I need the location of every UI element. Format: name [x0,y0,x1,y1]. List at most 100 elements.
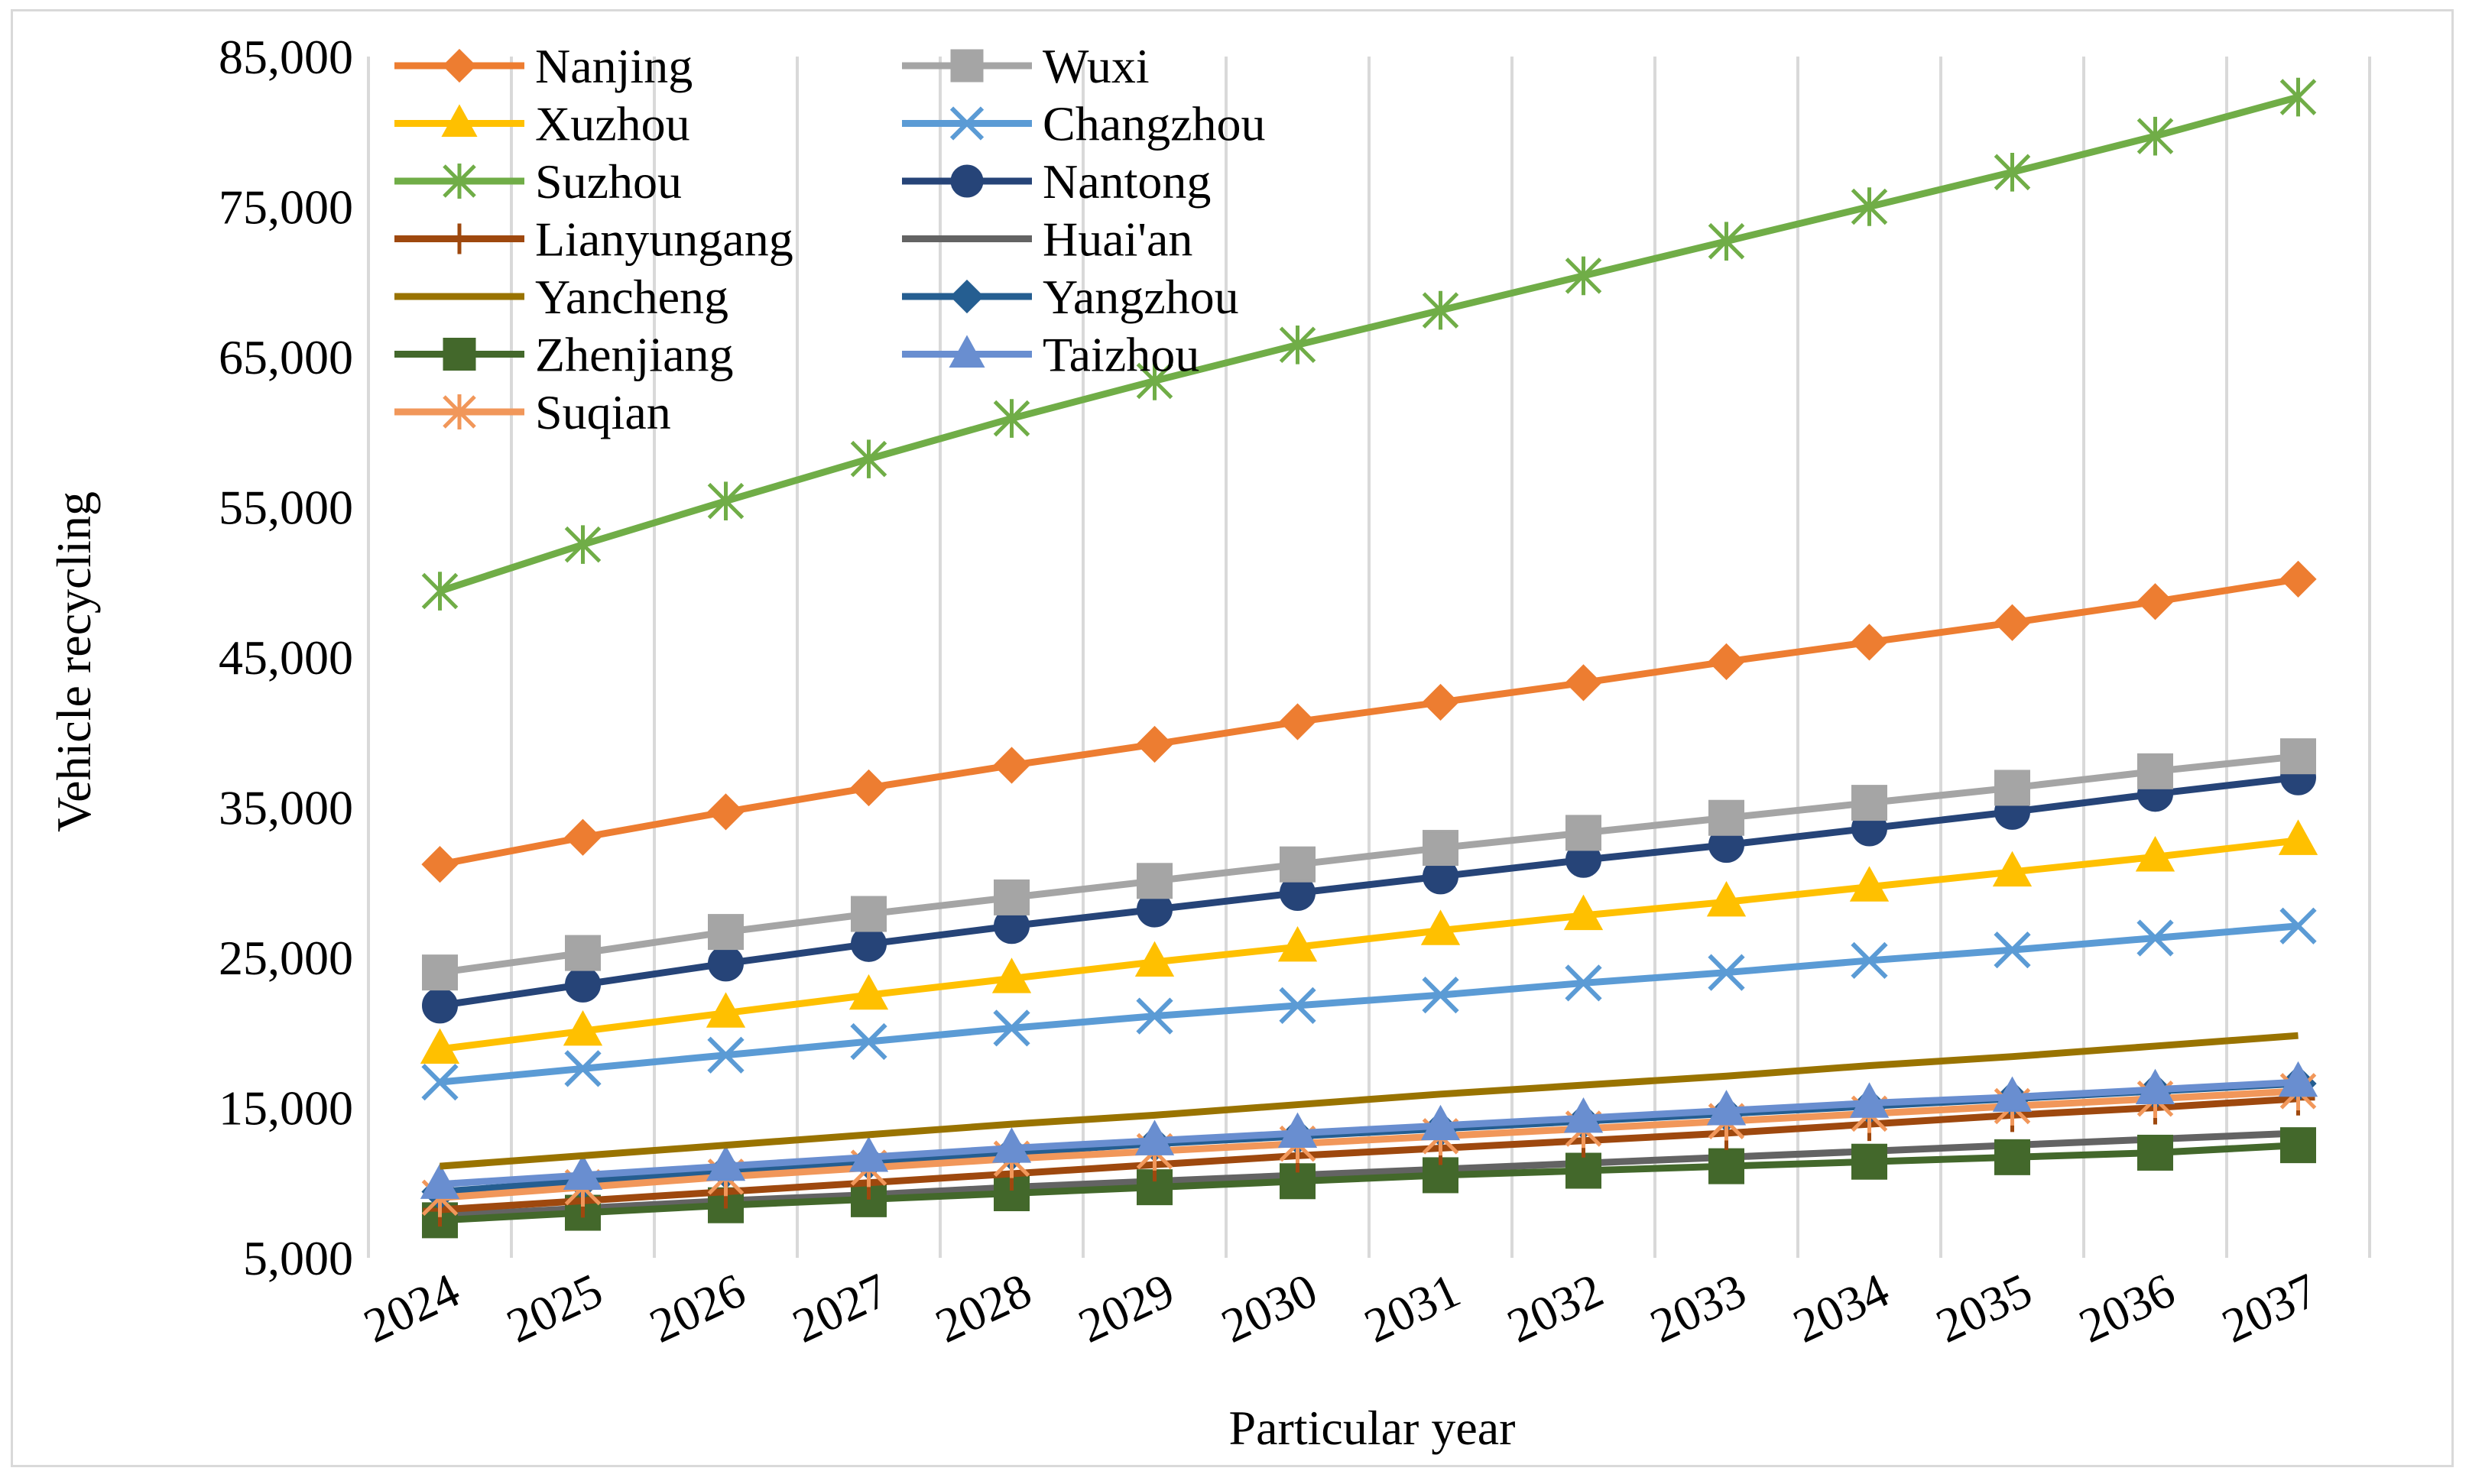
legend-label: Suzhou [535,154,682,209]
legend-label: Taizhou [1043,328,1199,382]
legend-item-nantong: Nantong [902,154,1211,209]
marker-triangle [2135,1068,2175,1105]
marker-x [993,1009,1030,1047]
marker-triangle [1420,909,1461,945]
x-tick-label: 2035 [1928,1262,2039,1353]
marker-square [1280,846,1316,883]
marker-x [1708,954,1745,991]
marker-diamond [949,279,985,314]
marker-asterisk [443,164,476,199]
legend-label: Zhenjiang [535,328,733,382]
series-line-taizhou [440,1078,2299,1188]
marker-asterisk [993,399,1030,438]
marker-asterisk [1851,187,1888,226]
marker-x-stroke [564,1050,602,1087]
legend-label: Lianyungang [535,212,793,267]
marker-square [1851,1143,1887,1180]
marker-x [1279,987,1316,1025]
marker-asterisk [443,394,476,429]
marker-triangle [1277,1112,1318,1149]
marker-asterisk [2279,77,2317,117]
marker-square [1565,1152,1601,1189]
marker-triangle [1706,880,1747,917]
x-tick-label: 2036 [2071,1262,2182,1353]
marker-x-stroke [707,1036,745,1074]
chart-frame [11,9,2454,1467]
legend-label: Wuxi [1043,39,1150,93]
marker-asterisk [707,481,745,520]
marker-asterisk [1565,256,1602,296]
marker-triangle [848,1136,889,1172]
marker-x [1422,977,1459,1014]
marker-diamond [1994,604,2031,641]
marker-triangle [1992,851,2033,887]
marker-square [950,49,984,83]
legend-item-suqian: Suqian [394,385,671,439]
marker-x [1565,964,1602,1002]
marker-triangle [848,974,889,1010]
series-changzhou [421,907,2317,1101]
marker-diamond [2136,583,2174,620]
marker-diamond [707,793,745,831]
y-tick-label: 25,000 [219,931,353,985]
series-line-changzhou [440,922,2299,1086]
marker-square [2280,738,2316,775]
marker-triangle [420,1028,460,1064]
marker-x [949,106,985,141]
series-taizhou [420,1061,2318,1199]
series-lines [420,77,2318,1239]
y-tick-label: 75,000 [219,180,353,235]
y-tick-label: 55,000 [219,481,353,535]
legend-label: Xuzhou [535,97,690,151]
y-tick-label: 45,000 [219,630,353,685]
marker-asterisk [1994,153,2031,192]
y-tick-label: 85,000 [219,30,353,84]
marker-diamond [1708,643,1745,681]
marker-asterisk [421,572,459,611]
marker-x-stroke [1422,977,1459,1014]
marker-asterisk [1136,361,1173,400]
marker-square [1851,785,1887,821]
marker-x [564,1050,602,1087]
series-xuzhou [420,819,2318,1064]
series-line-lianyungang [440,1095,2299,1213]
marker-square [1137,863,1173,899]
series-yancheng [440,1032,2299,1170]
legend-item-xuzhou: Xuzhou [394,97,690,151]
marker-x-stroke [2136,919,2174,957]
x-tick-label: 2026 [641,1262,753,1353]
marker-x [850,1022,887,1061]
marker-x-stroke [1851,941,1888,980]
marker-diamond [1851,624,1888,661]
marker-triangle [1563,1097,1604,1133]
marker-triangle [1134,1119,1175,1155]
marker-circle [708,945,744,982]
x-tick-label: 2032 [1499,1262,1611,1353]
marker-square [994,879,1030,915]
legend-item-zhenjiang: Zhenjiang [394,328,733,382]
marker-triangle [2135,836,2175,872]
series-line-zhenjiang [440,1142,2299,1224]
marker-square [708,914,744,951]
marker-triangle [563,1154,603,1191]
marker-triangle [441,104,478,137]
series-line-nanjing [439,575,2299,868]
series-suzhou [421,77,2317,611]
marker-asterisk [1708,222,1745,261]
marker-square [2137,1134,2173,1171]
x-tick-label: 2030 [1213,1262,1325,1353]
x-tick-label: 2024 [355,1262,467,1353]
marker-square [565,935,601,971]
marker-triangle [991,957,1032,993]
marker-x-stroke [421,1063,459,1101]
y-axis-ticks: 5,000 15,000 25,000 35,000 45,000 55,000 65,00… [219,30,353,1285]
marker-x-stroke [2279,907,2317,945]
marker-asterisk [1422,290,1459,330]
marker-circle [950,164,984,198]
marker-x-stroke [850,1022,887,1061]
x-tick-label: 2033 [1642,1262,1754,1353]
marker-triangle [1992,1076,2033,1112]
marker-diamond [1422,683,1459,721]
marker-diamond [442,48,477,83]
marker-square [2280,1127,2316,1164]
